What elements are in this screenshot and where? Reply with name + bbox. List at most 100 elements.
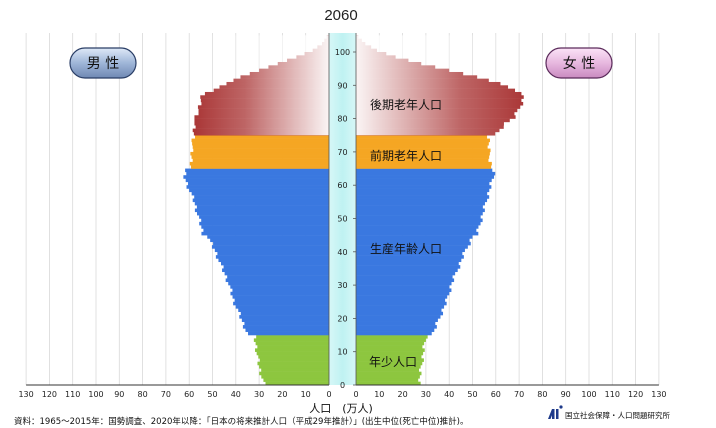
female-age-bar [356,181,490,186]
female-age-bar [356,368,420,372]
female-age-bar [356,295,448,299]
male-age-bar [210,238,329,243]
male-age-bar [189,161,329,166]
male-x-tick-label: 20 [277,390,287,399]
age-tick-label: 50 [337,215,347,224]
male-age-bar [239,315,329,319]
age-tick-label: 20 [337,314,347,323]
female-age-bar [356,305,445,309]
male-age-bar [186,171,329,176]
female-x-tick-label: 110 [605,390,620,399]
male-age-bar [190,151,329,156]
male-x-tick-label: 100 [88,390,103,399]
female-age-bar [356,278,455,283]
band-label-early-elderly: 前期老年人口 [370,148,442,163]
male-age-bar [257,345,329,349]
female-x-tick-label: 0 [353,390,358,399]
male-age-bar [186,185,329,189]
male-age-bar [203,228,329,233]
male-age-bar [263,378,329,382]
age-axis-strip [329,33,356,385]
male-age-bar [222,268,329,273]
male-age-bar [194,201,329,206]
male-age-bar [259,358,329,362]
female-x-tick-label: 40 [444,390,454,399]
chart-title: 2060 [324,7,357,24]
male-legend: 男 性 [69,47,137,79]
female-age-bar [356,255,464,259]
female-age-bar [356,175,495,179]
male-age-bar [192,141,329,146]
female-age-bar [356,298,446,302]
male-age-bar [265,381,329,386]
female-age-bar [356,158,489,163]
male-age-bar [248,331,329,336]
male-age-bar [201,225,329,229]
male-age-bar [256,335,329,339]
female-age-bar [356,338,426,342]
male-age-bar [199,215,329,219]
female-age-bar [356,141,489,146]
female-x-tick-label: 130 [651,390,666,399]
male-age-bar [255,341,329,346]
female-age-bar [356,221,481,226]
male-age-bar [195,135,329,139]
female-age-bar [356,308,442,312]
female-age-bar [356,165,492,169]
female-x-tick-label: 50 [467,390,477,399]
male-x-tick-label: 90 [114,390,124,399]
female-age-bar [356,241,471,246]
male-x-tick-label: 130 [18,390,33,399]
male-age-bar [191,138,329,143]
male-age-bar [217,251,329,256]
male-x-tick-label: 10 [301,390,311,399]
male-age-bar [232,295,329,299]
male-age-bar [256,351,329,356]
female-age-bar [356,138,490,143]
male-age-bar [234,298,329,302]
female-age-bar [356,251,463,256]
male-age-bar [259,371,329,376]
female-age-bar [356,201,485,206]
age-tick-label: 30 [337,281,347,290]
male-age-bar [230,291,329,296]
female-age-bar [356,195,490,199]
band-label-youth: 年少人口 [369,355,417,369]
male-age-bar [261,375,329,379]
female-age-bar [356,288,452,293]
female-legend: 女 性 [545,47,613,79]
female-age-bar [356,351,424,356]
age-tick-label: 0 [340,381,345,390]
male-age-bar [199,221,329,226]
age-tick-label: 10 [337,348,347,357]
female-age-bar [356,145,488,149]
female-age-bar [356,168,493,173]
female-age-bar [356,268,458,273]
female-x-tick-label: 60 [491,390,501,399]
female-age-bar [356,361,423,366]
male-age-bar [192,158,329,163]
female-x-tick-label: 100 [581,390,596,399]
female-age-bar [356,325,437,329]
male-age-bar [245,328,329,332]
male-age-bar [238,308,329,312]
male-age-bar [201,218,329,223]
female-age-bar [356,198,488,203]
age-tick-label: 90 [337,81,347,90]
female-age-bar [356,218,483,223]
x-axis-label: 人口 (万人) [309,402,373,415]
male-age-bar [192,145,329,149]
female-age-bar [356,318,438,322]
female-x-tick-label: 70 [514,390,524,399]
female-age-bar [356,315,441,319]
female-age-bar [356,285,450,289]
male-age-bar [232,288,329,293]
male-label: 男 性 [87,56,119,72]
female-age-bar [356,328,435,332]
female-age-bar [356,271,456,276]
age-tick-labels: 0 10 20 30 40 50 60 70 80 90 100 [335,48,356,390]
female-age-bar [356,345,423,349]
ipss-logo-icon [548,405,563,419]
male-age-bar [244,321,329,326]
female-age-bar [356,148,491,153]
